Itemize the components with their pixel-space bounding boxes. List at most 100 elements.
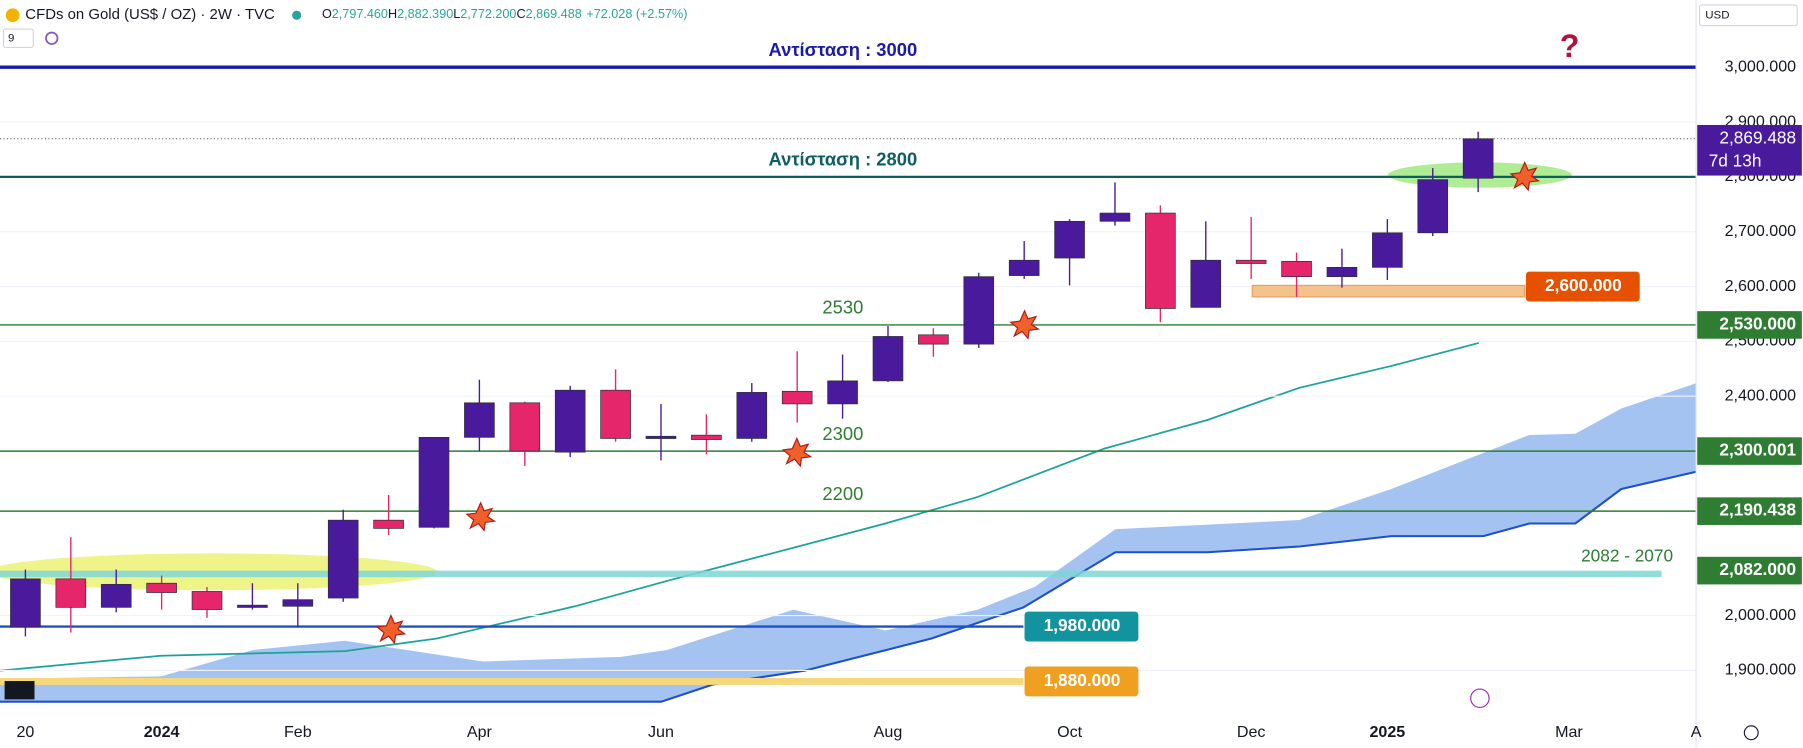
replay-icon[interactable] — [1470, 688, 1490, 709]
ohlc-value: 2,869.488 — [526, 8, 582, 22]
candle-body — [691, 434, 722, 440]
candle-body — [872, 336, 904, 382]
market-status — [292, 10, 302, 20]
candle-body — [10, 578, 41, 628]
price-tag — [1024, 611, 1139, 642]
x-tick-label: Mar — [1555, 723, 1583, 741]
candle-body — [600, 389, 631, 439]
level-label: 2530 — [822, 297, 863, 318]
x-tick-label: Dec — [1237, 723, 1266, 741]
x-tick-label: 2025 — [1369, 723, 1405, 741]
ohlc-value: H — [388, 8, 397, 22]
candle-body — [1326, 267, 1358, 278]
x-tick-label: Oct — [1057, 723, 1083, 741]
candle-body — [373, 519, 404, 529]
ohlc-value: O — [322, 8, 332, 22]
axis-price-tag-label: 2,300.001 — [1719, 440, 1796, 460]
candle-body — [191, 591, 223, 610]
x-tick-label: Apr — [467, 723, 493, 741]
y-tick-label: 2,700.000 — [1725, 222, 1797, 240]
x-tick-label: 20 — [16, 723, 34, 741]
axis-price-tag — [1697, 556, 1802, 585]
x-tick-label: A — [1691, 723, 1702, 741]
candle-body — [1417, 179, 1449, 234]
axis-price-tag — [1697, 497, 1802, 525]
candle-body — [282, 599, 314, 607]
level-label: 2200 — [822, 483, 863, 504]
symbol-icon — [5, 8, 20, 23]
symbol-title: CFDs on Gold (US$ / OZ) · 2W · TVC — [25, 6, 275, 23]
y-tick-label: 3,000.000 — [1725, 57, 1797, 75]
x-tick-label: Aug — [874, 723, 903, 741]
ohlc-value: 2,882.390 — [397, 8, 453, 22]
star-markers — [375, 160, 1541, 645]
y-tick-label: 2,400.000 — [1725, 386, 1797, 404]
level-label: Αντίσταση : 3000 — [769, 39, 918, 60]
axis-price-tag-label: 2,530.000 — [1719, 313, 1796, 333]
candle-body — [418, 437, 450, 528]
level-label: 2300 — [822, 423, 863, 444]
support-band — [0, 570, 1662, 578]
candle-body — [55, 578, 87, 608]
ohlc-legend: O2,797.460H2,882.390L2,772.200C2,869.488… — [322, 8, 687, 22]
candle-body — [1190, 259, 1222, 308]
ichimoku-cloud — [0, 383, 1697, 702]
question-mark: ? — [1560, 28, 1580, 64]
price-tag-label: 2,600.000 — [1545, 275, 1622, 295]
candle-body — [100, 583, 132, 608]
candle-body — [464, 402, 495, 438]
ohlc-value: 2,797.460 — [332, 8, 388, 22]
indicator-box[interactable] — [2, 28, 34, 49]
candle-body — [645, 435, 677, 439]
candle-body — [1281, 260, 1312, 278]
candle-body — [1235, 259, 1267, 264]
ohlc-value: C — [516, 8, 525, 22]
candle-body — [736, 392, 768, 439]
indicator-label: 9 — [8, 32, 14, 44]
x-tick-label: 2024 — [144, 723, 180, 741]
currency-box[interactable] — [1698, 4, 1798, 27]
y-tick-label: 1,900.000 — [1725, 661, 1797, 679]
candle-body — [827, 380, 858, 405]
axis-price-tag — [1697, 311, 1802, 339]
axis-price-tag — [1697, 124, 1802, 176]
candle-body — [1372, 232, 1403, 268]
x-tick-label: Jun — [648, 723, 674, 741]
refresh-icon[interactable] — [45, 31, 59, 45]
price-axis-panel — [1696, 0, 1803, 748]
candle-body — [918, 334, 949, 345]
candle-body — [146, 582, 177, 593]
y-tick-label: 2,600.000 — [1725, 277, 1797, 295]
ohlc-value: 2,772.200 — [460, 8, 516, 22]
band-label: 2082 - 2070 — [1581, 545, 1673, 565]
candle-body — [1008, 259, 1040, 276]
candle-body — [1054, 220, 1085, 259]
currency: USD — [1705, 9, 1729, 21]
ohlc-value: +72.028 (+2.57%) — [586, 8, 687, 22]
price-tag — [1024, 666, 1139, 697]
level-label: Αντίσταση : 2800 — [769, 149, 918, 170]
axis-price-tag-label: 2,869.488 — [1719, 127, 1796, 147]
settings-icon[interactable] — [1743, 725, 1759, 741]
candle-body — [327, 519, 359, 599]
price-tag-label: 1,980.000 — [1044, 615, 1121, 635]
tv-logo — [4, 681, 35, 700]
support-zone — [1251, 284, 1526, 298]
candle-body — [554, 389, 586, 453]
candle-body — [1099, 212, 1131, 222]
candle-body — [1145, 212, 1176, 309]
candle-body — [509, 402, 541, 452]
candle-body — [237, 604, 268, 608]
y-tick-label: 2,000.000 — [1725, 606, 1797, 624]
axis-price-tag — [1697, 437, 1802, 465]
axis-price-tag-label: 2,082.000 — [1719, 559, 1796, 579]
candle-body — [1462, 138, 1494, 179]
countdown: 7d 13h — [1709, 150, 1762, 170]
price-tag-label: 1,880.000 — [1044, 670, 1121, 690]
price-tag — [1525, 271, 1640, 302]
candle-body — [781, 390, 813, 405]
x-tick-label: Feb — [284, 723, 312, 741]
moving-average — [0, 342, 1479, 672]
